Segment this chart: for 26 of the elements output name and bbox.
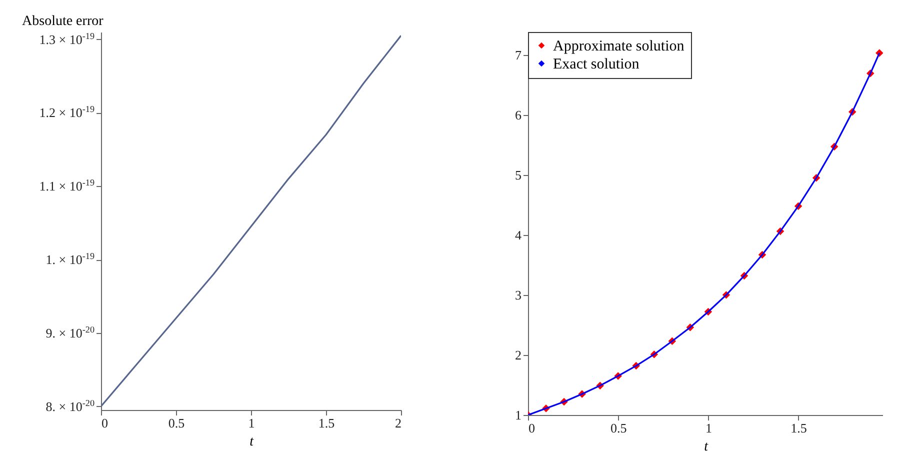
y-tick-label: 1.2 × 10$^{-19}$	[39, 104, 95, 120]
x-tick-label: 1.5	[318, 416, 335, 430]
y-tick-label: 8. × 10$^{-20}$	[46, 398, 95, 414]
x-axis-title: t	[704, 440, 710, 451]
x-tick-label: 2	[395, 416, 402, 430]
legend-label: Approximate solution	[553, 38, 685, 54]
y-tick-label: 3	[515, 287, 522, 302]
chart-title: Absolute error	[22, 14, 104, 29]
y-tick-label: 9. × 10$^{-20}$	[46, 324, 95, 340]
x-tick-label: 0	[528, 420, 535, 436]
y-tick-label: 1.3 × 10$^{-19}$	[39, 30, 95, 47]
x-tick-label: 1	[248, 416, 255, 430]
legend-label: Exact solution	[553, 56, 640, 72]
x-tick-label: 1.5	[790, 420, 807, 436]
y-tick-label: 4	[515, 227, 522, 242]
y-tick-label: 5	[515, 167, 522, 182]
x-tick-label: 0.5	[168, 416, 185, 430]
x-tick-label: 0	[102, 416, 108, 430]
y-tick-label: 1.1 × 10$^{-19}$	[39, 178, 95, 194]
x-tick-label: 1	[705, 420, 712, 436]
x-tick-label: 0.5	[610, 420, 627, 436]
x-axis-title: t	[250, 434, 255, 450]
y-tick-label: 1. × 10$^{-19}$	[46, 251, 95, 268]
y-tick-label: 6	[515, 107, 522, 122]
y-tick-label: 2	[515, 347, 522, 362]
y-tick-label: 7	[515, 47, 522, 62]
